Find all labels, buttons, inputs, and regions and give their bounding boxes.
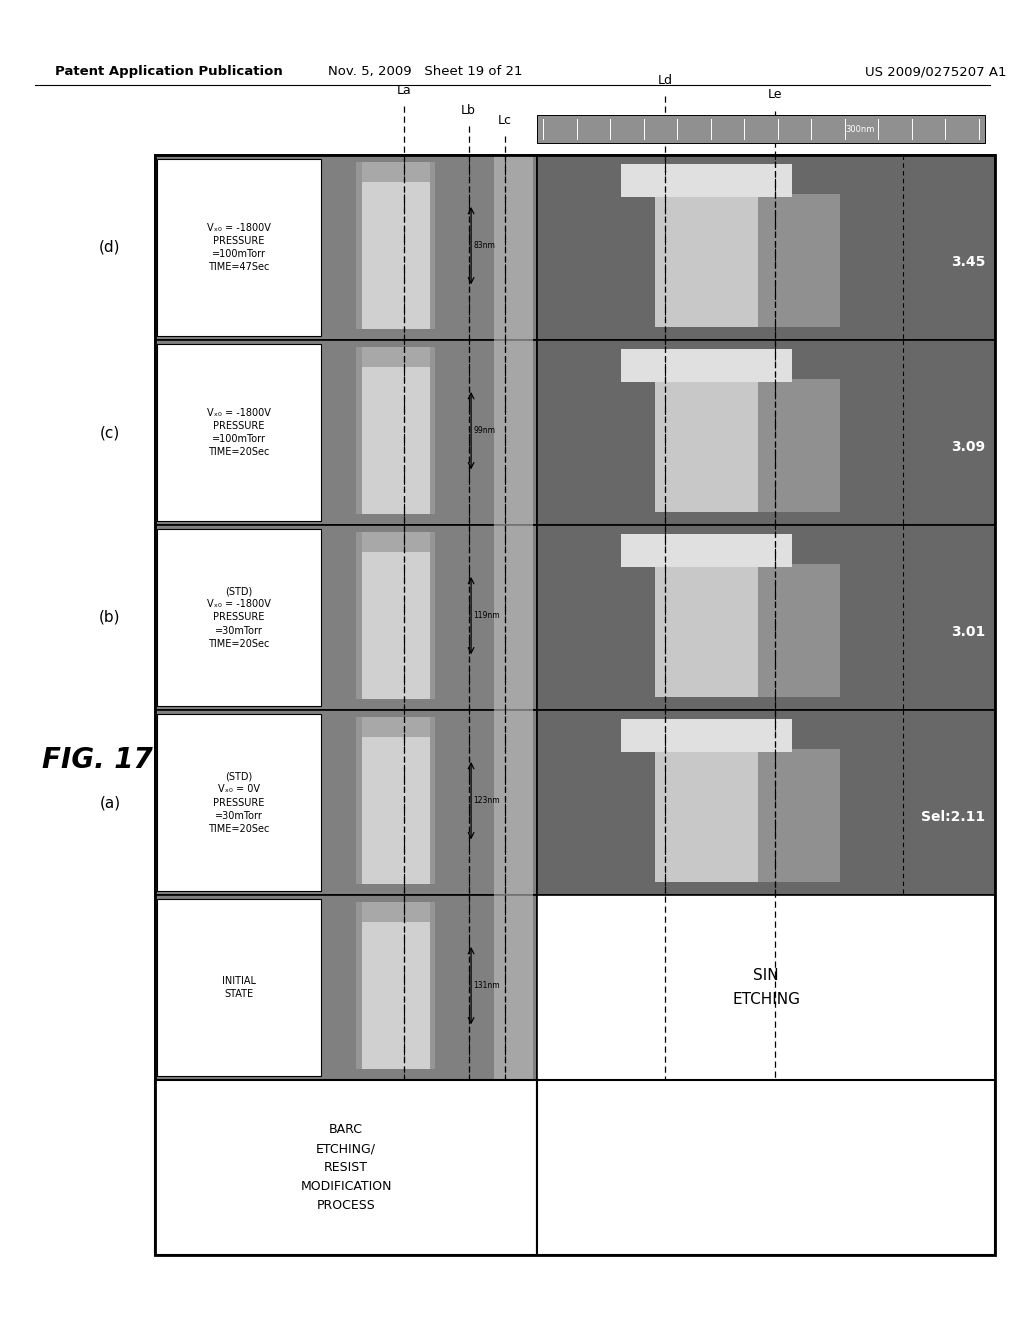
Bar [758,748,841,882]
Bar [495,341,532,525]
Bar [655,748,758,882]
Bar [758,564,841,697]
Text: FIG. 17: FIG. 17 [42,746,153,774]
Bar [537,525,995,710]
Bar [495,525,532,710]
Text: 3.09: 3.09 [951,441,985,454]
Bar [361,903,430,923]
Text: Lb: Lb [461,103,476,116]
Bar [361,717,430,884]
Bar [157,158,321,337]
Bar [621,535,793,566]
Text: 119nm: 119nm [473,611,500,620]
Bar [495,895,532,1080]
Bar [356,532,435,698]
Text: La: La [397,83,412,96]
Bar [361,903,430,1069]
Bar [155,154,995,1255]
Text: 123nm: 123nm [473,796,500,805]
Bar [621,719,793,752]
Text: (d): (d) [99,240,121,255]
Text: Ld: Ld [657,74,673,87]
Bar [157,345,321,521]
Text: Vₓ₀ = -1800V
PRESSURE
=100mTorr
TIME=47Sec: Vₓ₀ = -1800V PRESSURE =100mTorr TIME=47S… [207,223,271,272]
Bar [495,154,532,341]
Bar [361,717,430,738]
Text: INITIAL
STATE: INITIAL STATE [222,975,256,999]
Bar [356,903,435,1069]
Bar [537,341,995,525]
Bar [537,710,995,895]
Text: 99nm: 99nm [473,426,495,436]
Text: US 2009/0275207 A1: US 2009/0275207 A1 [865,66,1007,78]
Text: SIN
ETCHING: SIN ETCHING [732,968,800,1007]
Text: (STD)
Vₓ₀ = 0V
PRESSURE
=30mTorr
TIME=20Sec: (STD) Vₓ₀ = 0V PRESSURE =30mTorr TIME=20… [208,771,269,834]
Text: Lc: Lc [498,114,512,127]
Bar [495,710,532,895]
Bar [655,564,758,697]
Bar [361,532,430,698]
Bar [361,347,430,367]
Text: Le: Le [768,88,782,102]
Bar [157,529,321,706]
Bar [655,194,758,327]
Bar [655,379,758,512]
Bar [356,717,435,884]
Text: (a): (a) [99,795,121,810]
Text: Nov. 5, 2009   Sheet 19 of 21: Nov. 5, 2009 Sheet 19 of 21 [328,66,522,78]
Bar [155,525,537,710]
Bar [621,350,793,381]
Text: Sel:2.11: Sel:2.11 [921,810,985,824]
Text: 131nm: 131nm [473,981,500,990]
Text: (c): (c) [100,425,120,440]
Bar [155,1080,537,1255]
Bar [361,162,430,329]
Bar [758,379,841,512]
Bar [537,1080,995,1255]
Bar [155,895,537,1080]
Bar [361,532,430,552]
Text: 83nm: 83nm [473,242,495,251]
Text: Vₓ₀ = -1800V
PRESSURE
=100mTorr
TIME=20Sec: Vₓ₀ = -1800V PRESSURE =100mTorr TIME=20S… [207,408,271,457]
Bar [537,115,985,143]
Bar [621,164,793,197]
Text: 3.45: 3.45 [950,255,985,269]
Bar [155,341,537,525]
Text: Patent Application Publication: Patent Application Publication [55,66,283,78]
Text: (b): (b) [99,610,121,624]
Text: (STD)
Vₓ₀ = -1800V
PRESSURE
=30mTorr
TIME=20Sec: (STD) Vₓ₀ = -1800V PRESSURE =30mTorr TIM… [207,586,271,649]
Text: 3.01: 3.01 [950,626,985,639]
Bar [758,194,841,327]
Bar [155,710,537,895]
Bar [537,895,995,1080]
Bar [361,347,430,513]
Text: 300nm: 300nm [845,124,874,133]
Bar [157,899,321,1076]
Bar [157,714,321,891]
Bar [356,347,435,513]
Text: BARC
ETCHING/
RESIST
MODIFICATION
PROCESS: BARC ETCHING/ RESIST MODIFICATION PROCES… [300,1123,392,1212]
Bar [361,162,430,182]
Bar [155,154,537,341]
Bar [537,154,995,341]
Bar [356,162,435,329]
